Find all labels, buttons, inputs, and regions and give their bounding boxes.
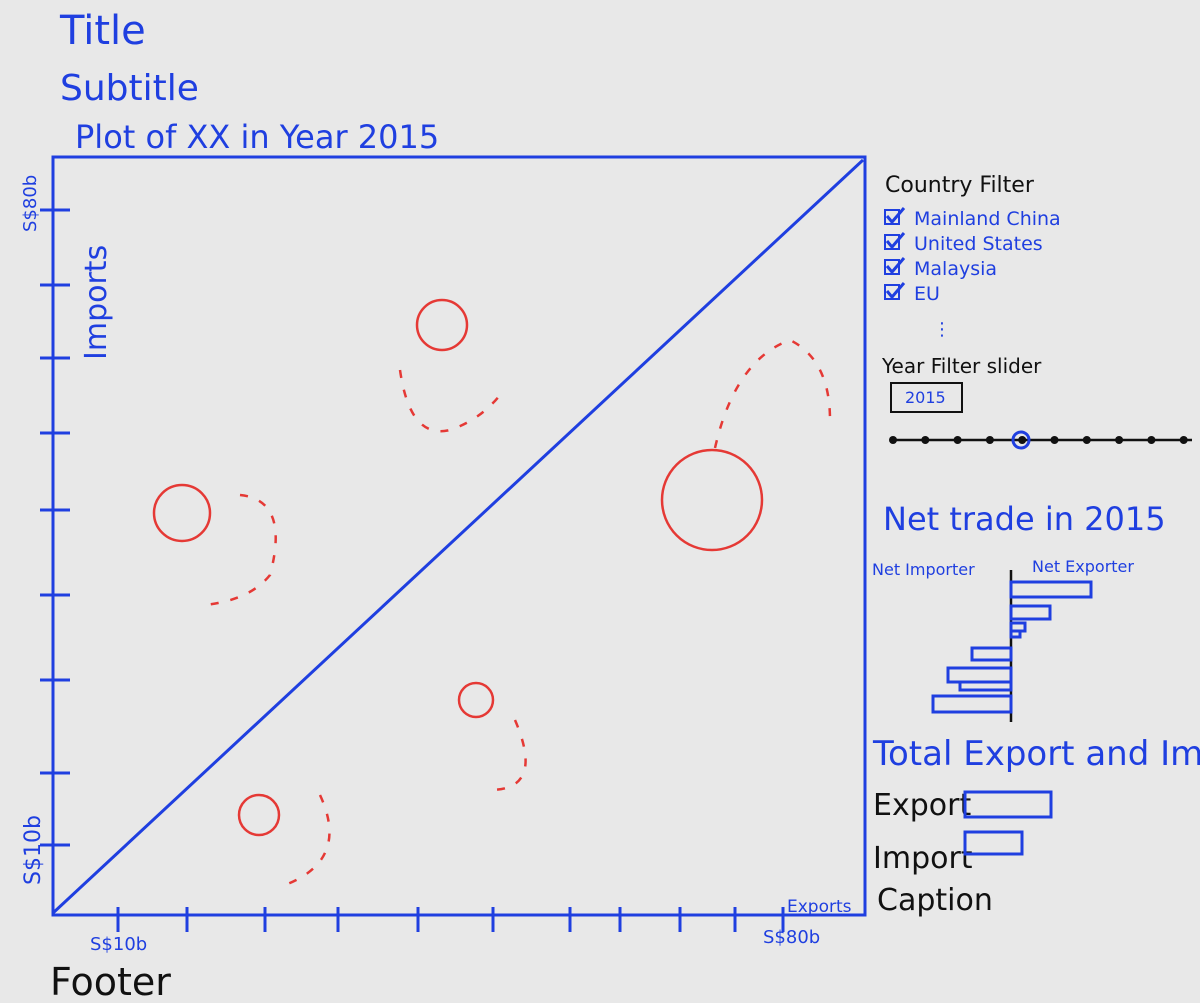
slider-stops — [889, 436, 1188, 444]
country-filter: Country Filter Mainland China United Stat… — [884, 173, 1061, 340]
import-bar — [963, 830, 1024, 856]
export-label: Export — [873, 788, 971, 823]
net-trade-title: Net trade in 2015 — [883, 500, 1166, 538]
country-option[interactable]: United States — [914, 233, 1043, 255]
total-trade: Total Export and Import Export Import Ca… — [872, 734, 1200, 918]
country-list: Mainland China United States Malaysia EU — [884, 207, 1061, 305]
filter-title: Country Filter — [885, 173, 1035, 198]
bubble — [457, 681, 495, 719]
year-box[interactable] — [890, 382, 963, 413]
checkmark — [885, 257, 906, 275]
slider-stop[interactable] — [889, 436, 897, 444]
x-axis-label: Exports — [787, 897, 852, 917]
checkmark — [885, 282, 906, 300]
net-trade: Net trade in 2015 Net Importer Net Expor… — [872, 500, 1166, 722]
y-max-label: S$80b — [20, 175, 41, 232]
export-bar — [963, 790, 1053, 819]
net-bar — [958, 680, 1013, 692]
bubble-trail — [489, 719, 527, 792]
footer: Footer — [50, 960, 171, 1003]
slider-stop[interactable] — [1018, 436, 1027, 444]
slider-stop[interactable] — [985, 436, 994, 444]
net-bar — [1009, 629, 1022, 639]
bubble — [237, 793, 281, 837]
plot-title: Plot of XX in Year 2015 — [75, 118, 439, 156]
y-axis-label: Imports — [79, 245, 114, 360]
year-value: 2015 — [905, 388, 946, 407]
slider-stop[interactable] — [1082, 436, 1091, 444]
slider-stop[interactable] — [953, 436, 962, 444]
title: Title — [59, 8, 146, 54]
caption: Caption — [877, 883, 993, 918]
slider-handle[interactable] — [1011, 430, 1031, 450]
total-title: Total Export and Import — [872, 734, 1200, 774]
country-option[interactable]: Mainland China — [914, 208, 1061, 230]
more-indicator: ⋮ — [933, 319, 951, 340]
import-label: Import — [873, 841, 973, 876]
bubble — [660, 448, 764, 552]
slider-stop[interactable] — [1115, 436, 1124, 444]
checkmark — [885, 232, 906, 250]
country-option[interactable]: EU — [914, 283, 940, 305]
net-bar — [970, 646, 1013, 662]
x-min-label: S$10b — [90, 934, 147, 955]
slider-stop[interactable] — [921, 436, 930, 444]
net-bar — [1009, 580, 1093, 599]
plot: S$80b Imports S$10b S$10b Exports S$80b — [20, 155, 867, 955]
x-max-label: S$80b — [763, 927, 820, 948]
y-min-label: S$10b — [21, 815, 46, 885]
bubble-trail — [398, 369, 501, 433]
bubble-trail — [713, 338, 832, 449]
country-option[interactable]: Malaysia — [914, 258, 997, 280]
diagonal — [51, 158, 865, 915]
y-ticks — [40, 208, 70, 847]
subtitle: Subtitle — [60, 68, 199, 109]
bubble-trail — [204, 493, 277, 607]
checkmark — [885, 207, 906, 225]
year-filter: Year Filter slider 2015 — [881, 354, 1192, 450]
slider-stop[interactable] — [1179, 436, 1188, 444]
slider-stop[interactable] — [1050, 436, 1059, 444]
net-bar — [1009, 604, 1052, 621]
plot-frame — [51, 155, 867, 917]
bubble — [415, 298, 469, 352]
slider-stop[interactable] — [1147, 436, 1156, 444]
net-bar — [931, 694, 1013, 714]
net-importer-label: Net Importer — [872, 560, 975, 579]
x-ticks — [116, 907, 785, 932]
net-exporter-label: Net Exporter — [1032, 557, 1134, 576]
bubble — [152, 483, 212, 543]
year-filter-title: Year Filter slider — [881, 354, 1042, 378]
